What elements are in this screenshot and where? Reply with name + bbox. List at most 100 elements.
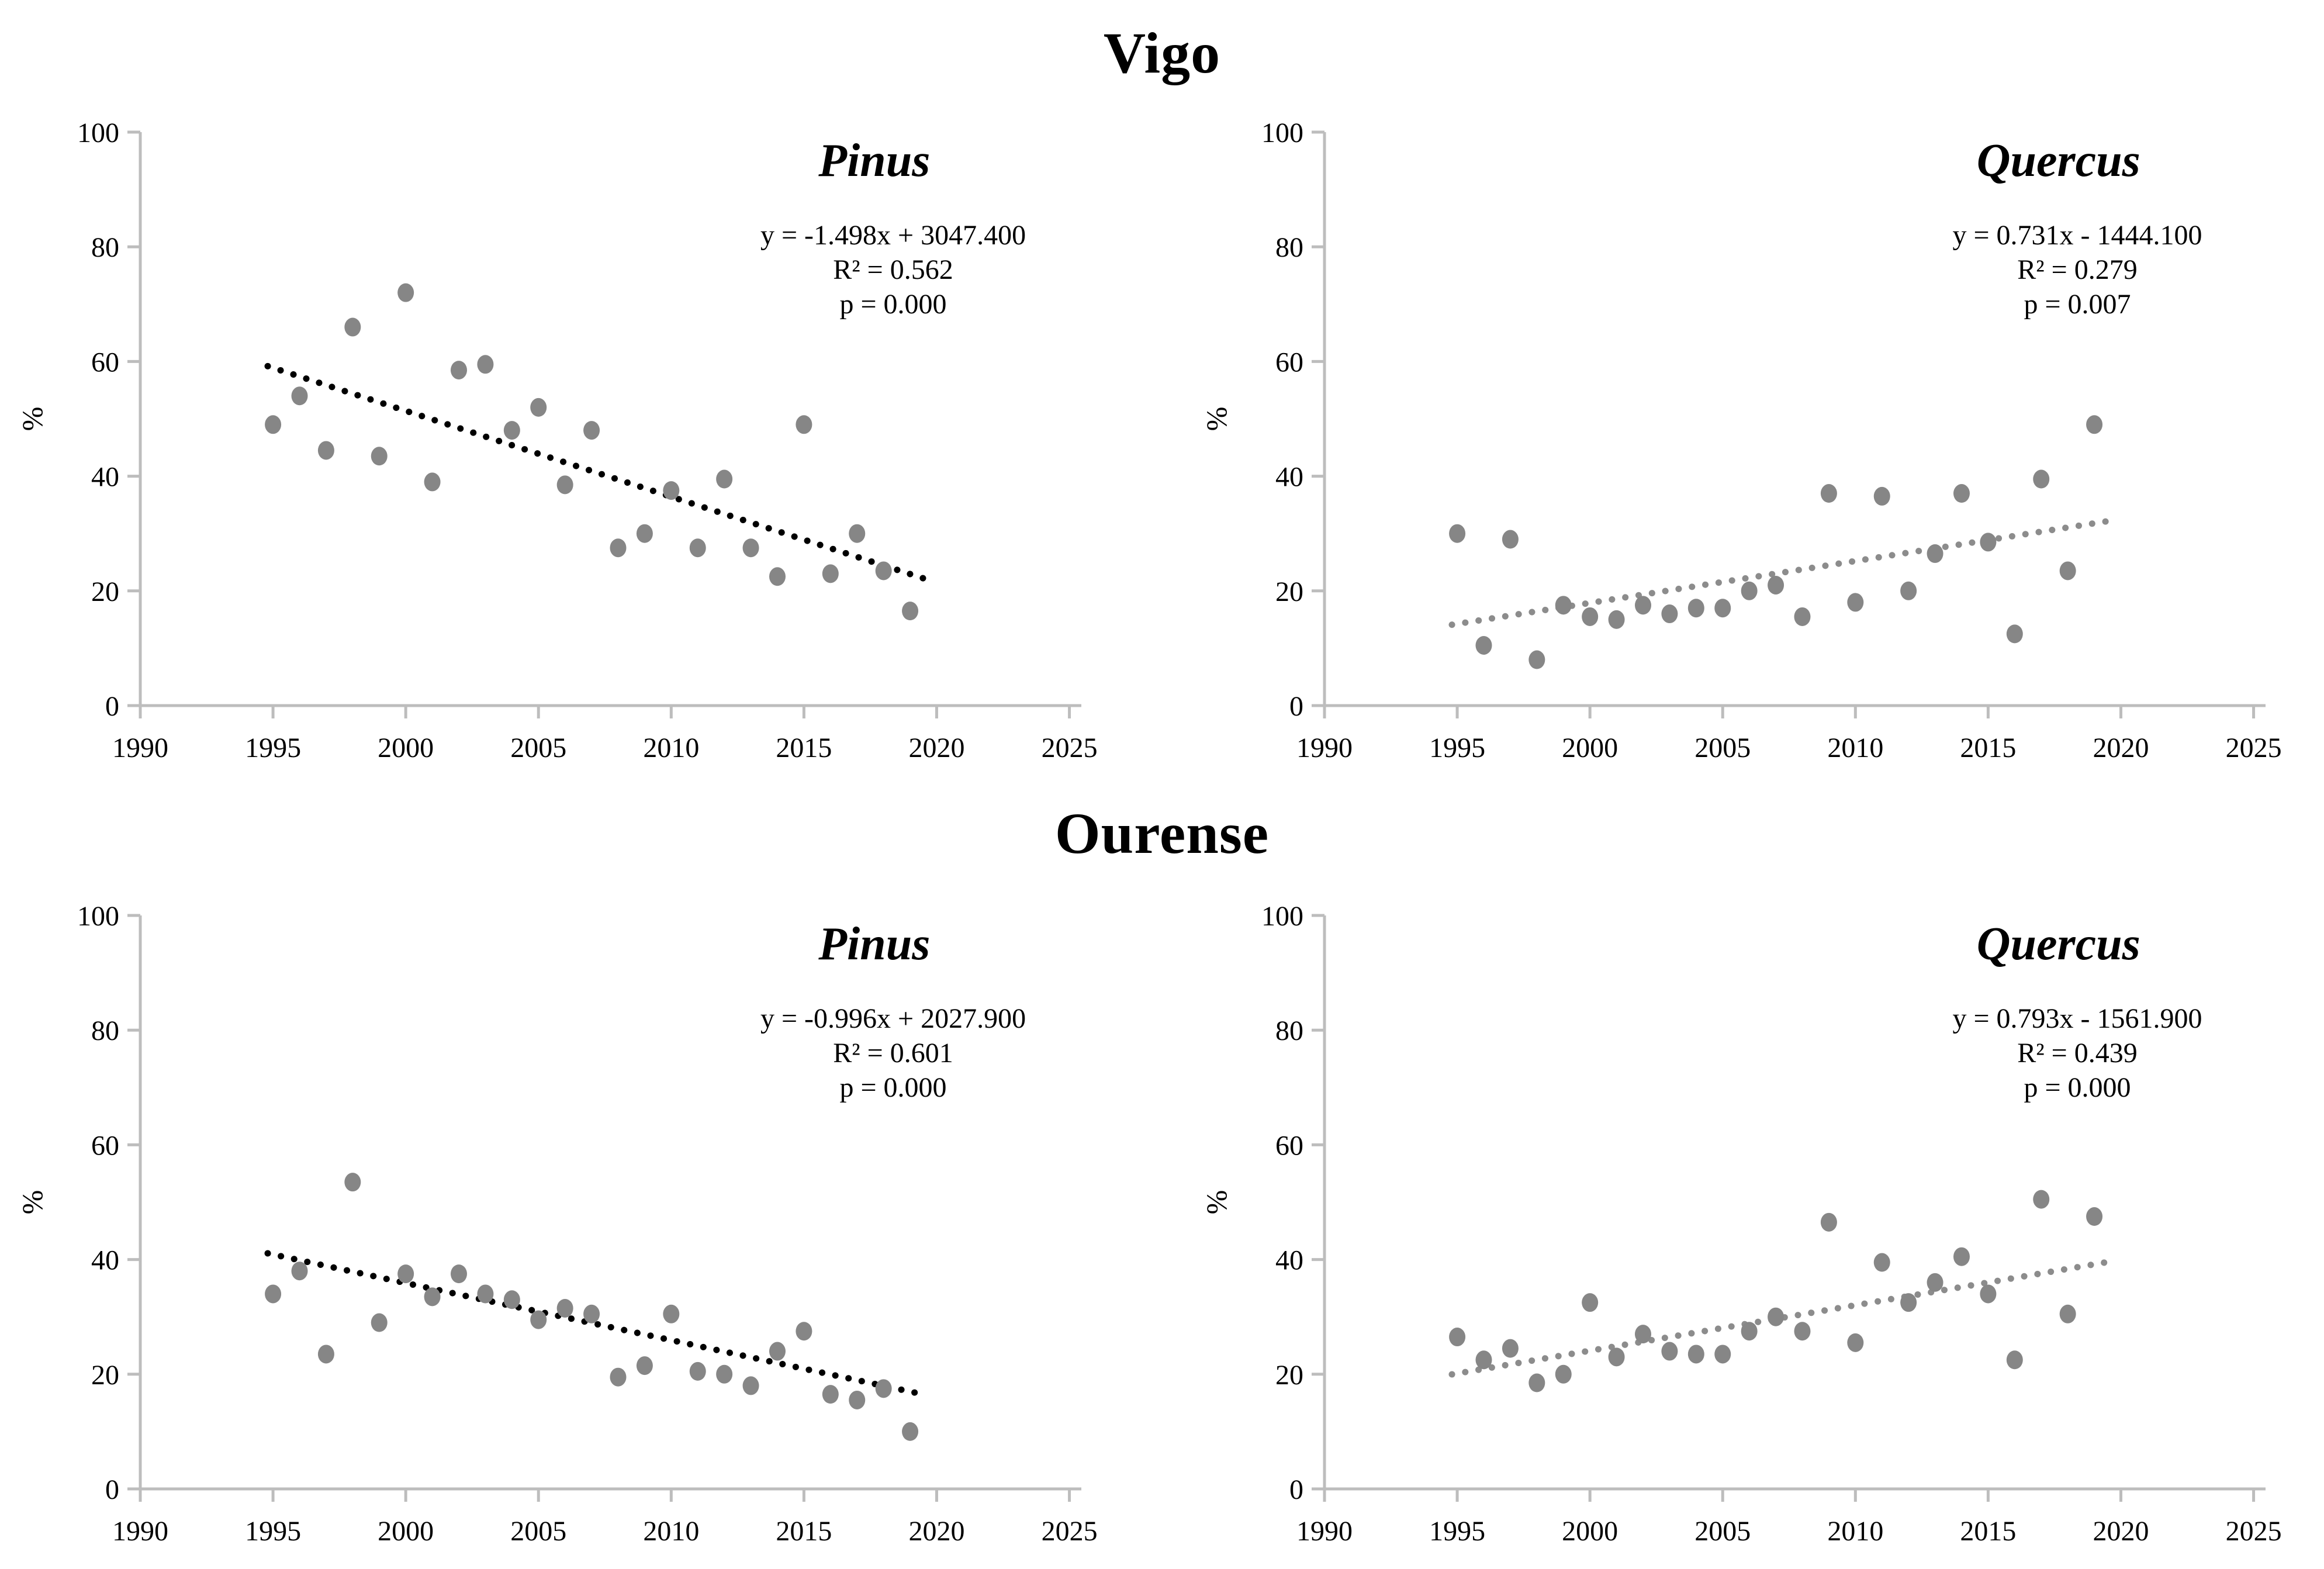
r-squared-text: R² = 0.601 bbox=[833, 1038, 953, 1069]
data-point bbox=[849, 1390, 866, 1409]
data-point bbox=[769, 567, 786, 586]
chart-title: Pinus bbox=[818, 918, 930, 970]
y-tick-label: 60 bbox=[1275, 347, 1303, 378]
section-title-text: Ourense bbox=[1054, 800, 1270, 866]
data-point bbox=[902, 1422, 919, 1441]
data-point bbox=[1528, 650, 1545, 669]
x-tick-label: 2020 bbox=[908, 1516, 964, 1547]
x-tick-label: 2025 bbox=[2226, 1516, 2282, 1547]
x-tick-label: 2025 bbox=[1042, 732, 1098, 763]
y-tick-label: 100 bbox=[77, 117, 119, 148]
data-point bbox=[1927, 544, 1943, 564]
data-point bbox=[397, 1264, 414, 1284]
scatter-plot-svg: 0 20 40 60 80 100 1990 1995 2000 2005 2010 2015 2020… bbox=[1200, 117, 2282, 763]
data-point bbox=[1634, 596, 1651, 615]
data-point bbox=[424, 472, 441, 492]
x-tick-label: 1995 bbox=[245, 1516, 301, 1547]
data-point bbox=[1741, 1322, 1758, 1341]
chart-title: Quercus bbox=[1977, 918, 2140, 970]
data-point bbox=[716, 469, 733, 489]
x-tick-label: 2005 bbox=[1694, 1516, 1751, 1547]
section-title-vigo: Vigo bbox=[0, 0, 2324, 105]
data-point bbox=[1634, 1325, 1651, 1344]
x-tick-label: 2010 bbox=[1827, 1516, 1883, 1547]
data-point bbox=[450, 1264, 467, 1284]
y-axis-label: % bbox=[16, 1190, 49, 1215]
y-tick-label: 60 bbox=[91, 347, 119, 378]
data-point bbox=[796, 415, 812, 434]
x-tick-label: 2010 bbox=[1827, 732, 1883, 763]
data-point bbox=[265, 1284, 282, 1304]
p-value-text: p = 0.007 bbox=[2024, 289, 2131, 320]
y-tick-label: 80 bbox=[91, 1015, 119, 1046]
x-tick-label: 2000 bbox=[1562, 732, 1618, 763]
data-point bbox=[1608, 1347, 1625, 1367]
scatter-plot-svg: 0 20 40 60 80 100 1990 1995 2000 2005 2010 2015 2020… bbox=[1200, 901, 2282, 1547]
data-point bbox=[1582, 607, 1599, 626]
y-tick-label: 80 bbox=[1275, 1015, 1303, 1046]
data-point bbox=[1528, 1373, 1545, 1392]
trend-line bbox=[264, 362, 929, 583]
data-point bbox=[1608, 610, 1625, 629]
y-tick-label: 20 bbox=[91, 1360, 119, 1391]
data-point bbox=[796, 1322, 812, 1341]
data-point bbox=[583, 421, 600, 440]
y-tick-label: 100 bbox=[1261, 901, 1303, 932]
chart-title: Quercus bbox=[1977, 135, 2140, 186]
x-tick-label: 1995 bbox=[1429, 1516, 1485, 1547]
data-point bbox=[636, 1356, 653, 1376]
data-point bbox=[849, 524, 866, 543]
y-tick-label: 60 bbox=[1275, 1130, 1303, 1161]
x-tick-label: 2020 bbox=[2093, 732, 2149, 763]
data-point bbox=[1555, 1364, 1572, 1384]
data-point bbox=[317, 441, 334, 460]
data-point bbox=[1847, 1333, 1864, 1352]
axis-lines bbox=[139, 915, 1081, 1491]
axis-lines bbox=[1323, 915, 2266, 1491]
chart-ourense-quercus: 0 20 40 60 80 100 1990 1995 2000 2005 2010 2015 2020… bbox=[1184, 889, 2324, 1561]
x-tick-label: 2015 bbox=[776, 1516, 832, 1547]
data-point bbox=[265, 415, 282, 434]
data-point bbox=[1741, 581, 1758, 600]
data-point bbox=[503, 421, 520, 440]
x-tick-label: 2020 bbox=[908, 732, 964, 763]
data-point bbox=[636, 524, 653, 543]
chart-title: Pinus bbox=[818, 135, 930, 186]
scatter-plot-svg: 0 20 40 60 80 100 1990 1995 2000 2005 2010 2015 2020… bbox=[16, 901, 1098, 1547]
data-point bbox=[317, 1345, 334, 1364]
trend-line bbox=[1448, 1258, 2114, 1378]
r-squared-text: R² = 0.562 bbox=[833, 254, 953, 285]
x-tick-label: 1990 bbox=[1296, 732, 1353, 763]
x-tick-label: 2015 bbox=[1960, 732, 2016, 763]
y-axis-label: % bbox=[1200, 1190, 1233, 1215]
scatter-plot-svg: 0 20 40 60 80 100 1990 1995 2000 2005 2010 2015 2020… bbox=[16, 117, 1098, 763]
data-point bbox=[397, 283, 414, 302]
data-point bbox=[1661, 604, 1678, 624]
data-point bbox=[822, 1385, 839, 1404]
y-tick-label: 40 bbox=[1275, 1245, 1303, 1276]
data-point bbox=[477, 1284, 494, 1304]
chart-vigo-pinus: 0 20 40 60 80 100 1990 1995 2000 2005 2010 2015 2020… bbox=[0, 105, 1140, 777]
data-point bbox=[2006, 1350, 2023, 1370]
data-point bbox=[1687, 1345, 1704, 1364]
x-tick-label: 2020 bbox=[2093, 1516, 2149, 1547]
data-point bbox=[1502, 530, 1519, 549]
axis-lines bbox=[139, 132, 1081, 707]
data-point bbox=[1794, 1322, 1811, 1341]
data-point bbox=[1714, 599, 1731, 618]
y-tick-label: 0 bbox=[1289, 1474, 1303, 1505]
data-points bbox=[265, 283, 919, 621]
data-point bbox=[1820, 1212, 1837, 1232]
vigo-charts-row: 0 20 40 60 80 100 1990 1995 2000 2005 2010 2015 2020… bbox=[0, 105, 2324, 777]
data-point bbox=[689, 538, 706, 558]
data-point bbox=[1475, 1350, 1492, 1370]
x-tick-label: 2005 bbox=[510, 732, 566, 763]
data-point bbox=[2086, 415, 2103, 434]
x-tick-label: 2000 bbox=[378, 732, 434, 763]
data-point bbox=[291, 386, 308, 406]
data-point bbox=[344, 1173, 361, 1192]
data-point bbox=[1900, 1293, 1917, 1312]
data-point bbox=[556, 475, 573, 495]
data-point bbox=[2059, 1304, 2076, 1323]
